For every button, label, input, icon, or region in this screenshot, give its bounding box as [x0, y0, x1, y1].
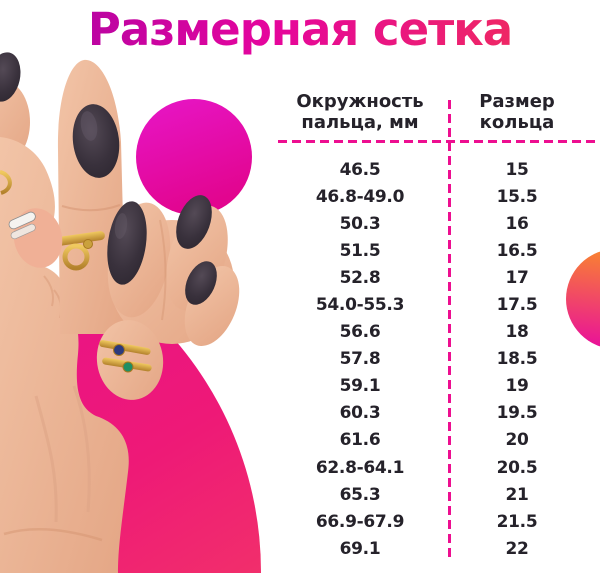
circumference-value: 51.5: [339, 240, 381, 261]
circumference-value: 69.1: [339, 538, 381, 559]
table-row: 61.6 20: [262, 427, 596, 454]
circumference-value: 66.9-67.9: [315, 511, 405, 532]
table-row: 57.8 18.5: [262, 346, 596, 373]
column-header-ring-size-line2: кольца: [479, 112, 555, 133]
table-row: 56.6 18: [262, 319, 596, 346]
ring-size-value: 19: [505, 376, 529, 397]
circumference-value: 56.6: [339, 322, 381, 343]
table-row: 65.3 21: [262, 481, 596, 508]
circumference-value: 54.0-55.3: [315, 295, 405, 316]
circumference-value: 61.6: [339, 430, 381, 451]
table-row: 52.8 17: [262, 264, 596, 291]
circumference-value: 62.8-64.1: [315, 457, 405, 478]
hand-with-rings: [0, 52, 240, 573]
circumference-value: 60.3: [339, 403, 381, 424]
ring-size-value: 19.5: [496, 403, 538, 424]
ring-size-value: 15: [505, 159, 529, 180]
column-header-circumference-line2: пальца, мм: [301, 112, 419, 133]
ring-size-value: 17.5: [496, 295, 538, 316]
table-row: 69.1 22: [262, 535, 596, 562]
ring-size-value: 16.5: [496, 240, 538, 261]
vertical-dashed-divider: [448, 100, 451, 558]
ring-size-value: 15.5: [496, 186, 538, 207]
table-row: 51.5 16.5: [262, 237, 596, 264]
column-header-circumference: Окружность пальца, мм: [262, 88, 458, 136]
orange-circle-right: [566, 251, 600, 347]
circumference-value: 46.5: [339, 159, 381, 180]
ring-size-value: 20.5: [496, 457, 538, 478]
table-row: 54.0-55.3 17.5: [262, 291, 596, 318]
circumference-value: 65.3: [339, 484, 381, 505]
ring-size-value: 21: [505, 484, 529, 505]
ring-size-value: 16: [505, 213, 529, 234]
circumference-value: 59.1: [339, 376, 381, 397]
ring-size-value: 21.5: [496, 511, 538, 532]
ring-size-value: 22: [505, 538, 529, 559]
table-row: 46.5 15: [262, 156, 596, 183]
table-row: 46.8-49.0 15.5: [262, 183, 596, 210]
ring-size-value: 18.5: [496, 349, 538, 370]
column-header-ring-size: Размер кольца: [452, 88, 582, 136]
magenta-circle-top: [136, 99, 252, 215]
table-row: 59.1 19: [262, 373, 596, 400]
table-row: 62.8-64.1 20.5: [262, 454, 596, 481]
horizontal-dashed-divider: [278, 140, 597, 143]
table-row: 66.9-67.9 21.5: [262, 508, 596, 535]
ring-size-value: 20: [505, 430, 529, 451]
circumference-value: 46.8-49.0: [315, 186, 405, 207]
column-header-circumference-line1: Окружность: [296, 91, 424, 112]
page-title: Размерная сетка: [0, 0, 600, 58]
circumference-value: 52.8: [339, 267, 381, 288]
size-table: 46.5 15 46.8-49.0 15.5 50.3 16 51.5 16.5 52.8 17 5…: [262, 156, 596, 562]
circumference-value: 50.3: [339, 213, 381, 234]
column-header-ring-size-line1: Размер: [479, 91, 555, 112]
table-row: 60.3 19.5: [262, 400, 596, 427]
ring-size-value: 17: [505, 267, 529, 288]
circumference-value: 57.8: [339, 349, 381, 370]
ring-size-value: 18: [505, 322, 529, 343]
table-row: 50.3 16: [262, 210, 596, 237]
